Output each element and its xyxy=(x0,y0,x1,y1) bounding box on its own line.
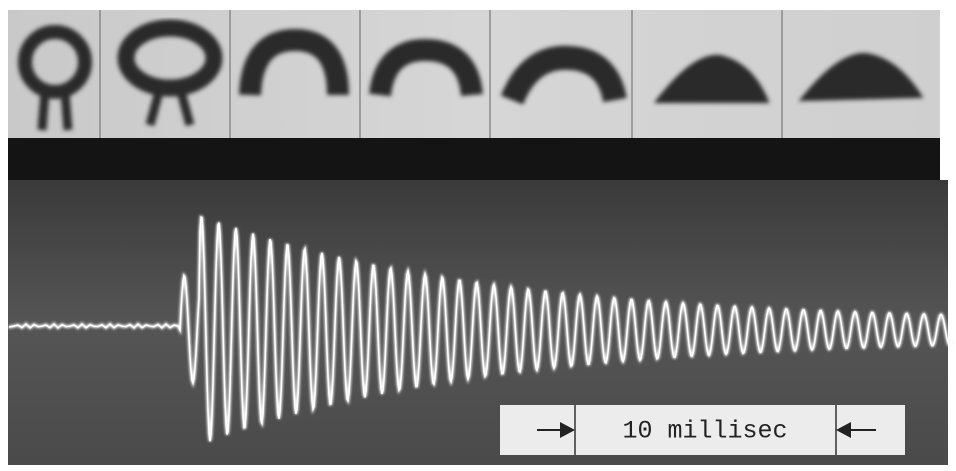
scale-bar: 10 millisec xyxy=(500,405,905,455)
frame-dividers xyxy=(99,10,783,138)
drop-shapes xyxy=(18,19,924,131)
scope-trace-core xyxy=(9,216,953,442)
scale-label: 10 millisec xyxy=(622,417,787,446)
dark-band xyxy=(8,138,940,180)
arrow-head xyxy=(560,422,575,438)
arrow-head xyxy=(836,422,851,438)
